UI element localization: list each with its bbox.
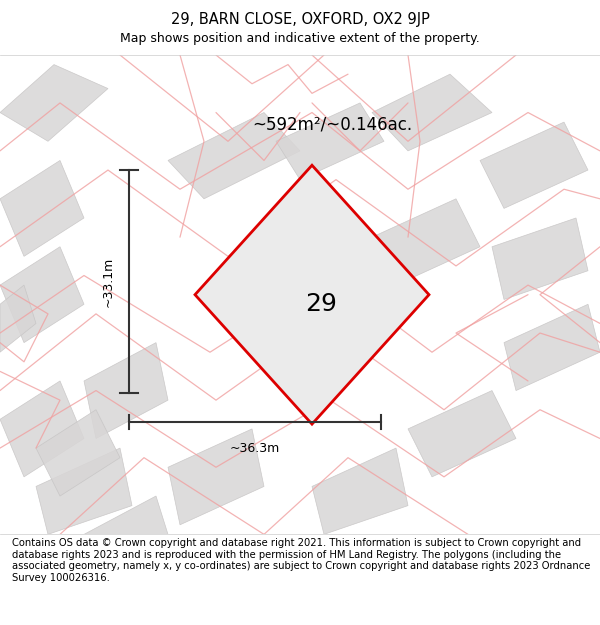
Polygon shape	[0, 161, 84, 256]
Polygon shape	[84, 342, 168, 439]
Polygon shape	[36, 410, 120, 496]
Polygon shape	[0, 285, 36, 352]
Text: Contains OS data © Crown copyright and database right 2021. This information is : Contains OS data © Crown copyright and d…	[12, 538, 590, 582]
Polygon shape	[168, 112, 300, 199]
Polygon shape	[168, 429, 264, 525]
Polygon shape	[195, 165, 429, 424]
Text: 29, BARN CLOSE, OXFORD, OX2 9JP: 29, BARN CLOSE, OXFORD, OX2 9JP	[170, 12, 430, 27]
Polygon shape	[312, 448, 408, 534]
Polygon shape	[480, 122, 588, 208]
Polygon shape	[492, 218, 588, 299]
Polygon shape	[0, 247, 84, 342]
Text: Map shows position and indicative extent of the property.: Map shows position and indicative extent…	[120, 32, 480, 45]
Text: 29: 29	[305, 292, 337, 316]
Polygon shape	[0, 381, 84, 477]
Text: ~33.1m: ~33.1m	[101, 256, 115, 307]
Polygon shape	[372, 74, 492, 151]
Polygon shape	[84, 496, 168, 534]
Text: ~36.3m: ~36.3m	[230, 442, 280, 454]
Polygon shape	[36, 448, 132, 534]
Polygon shape	[504, 304, 600, 391]
Polygon shape	[408, 391, 516, 477]
Text: ~592m²/~0.146ac.: ~592m²/~0.146ac.	[252, 116, 412, 134]
Polygon shape	[276, 103, 384, 179]
Polygon shape	[0, 64, 108, 141]
Polygon shape	[372, 199, 480, 285]
